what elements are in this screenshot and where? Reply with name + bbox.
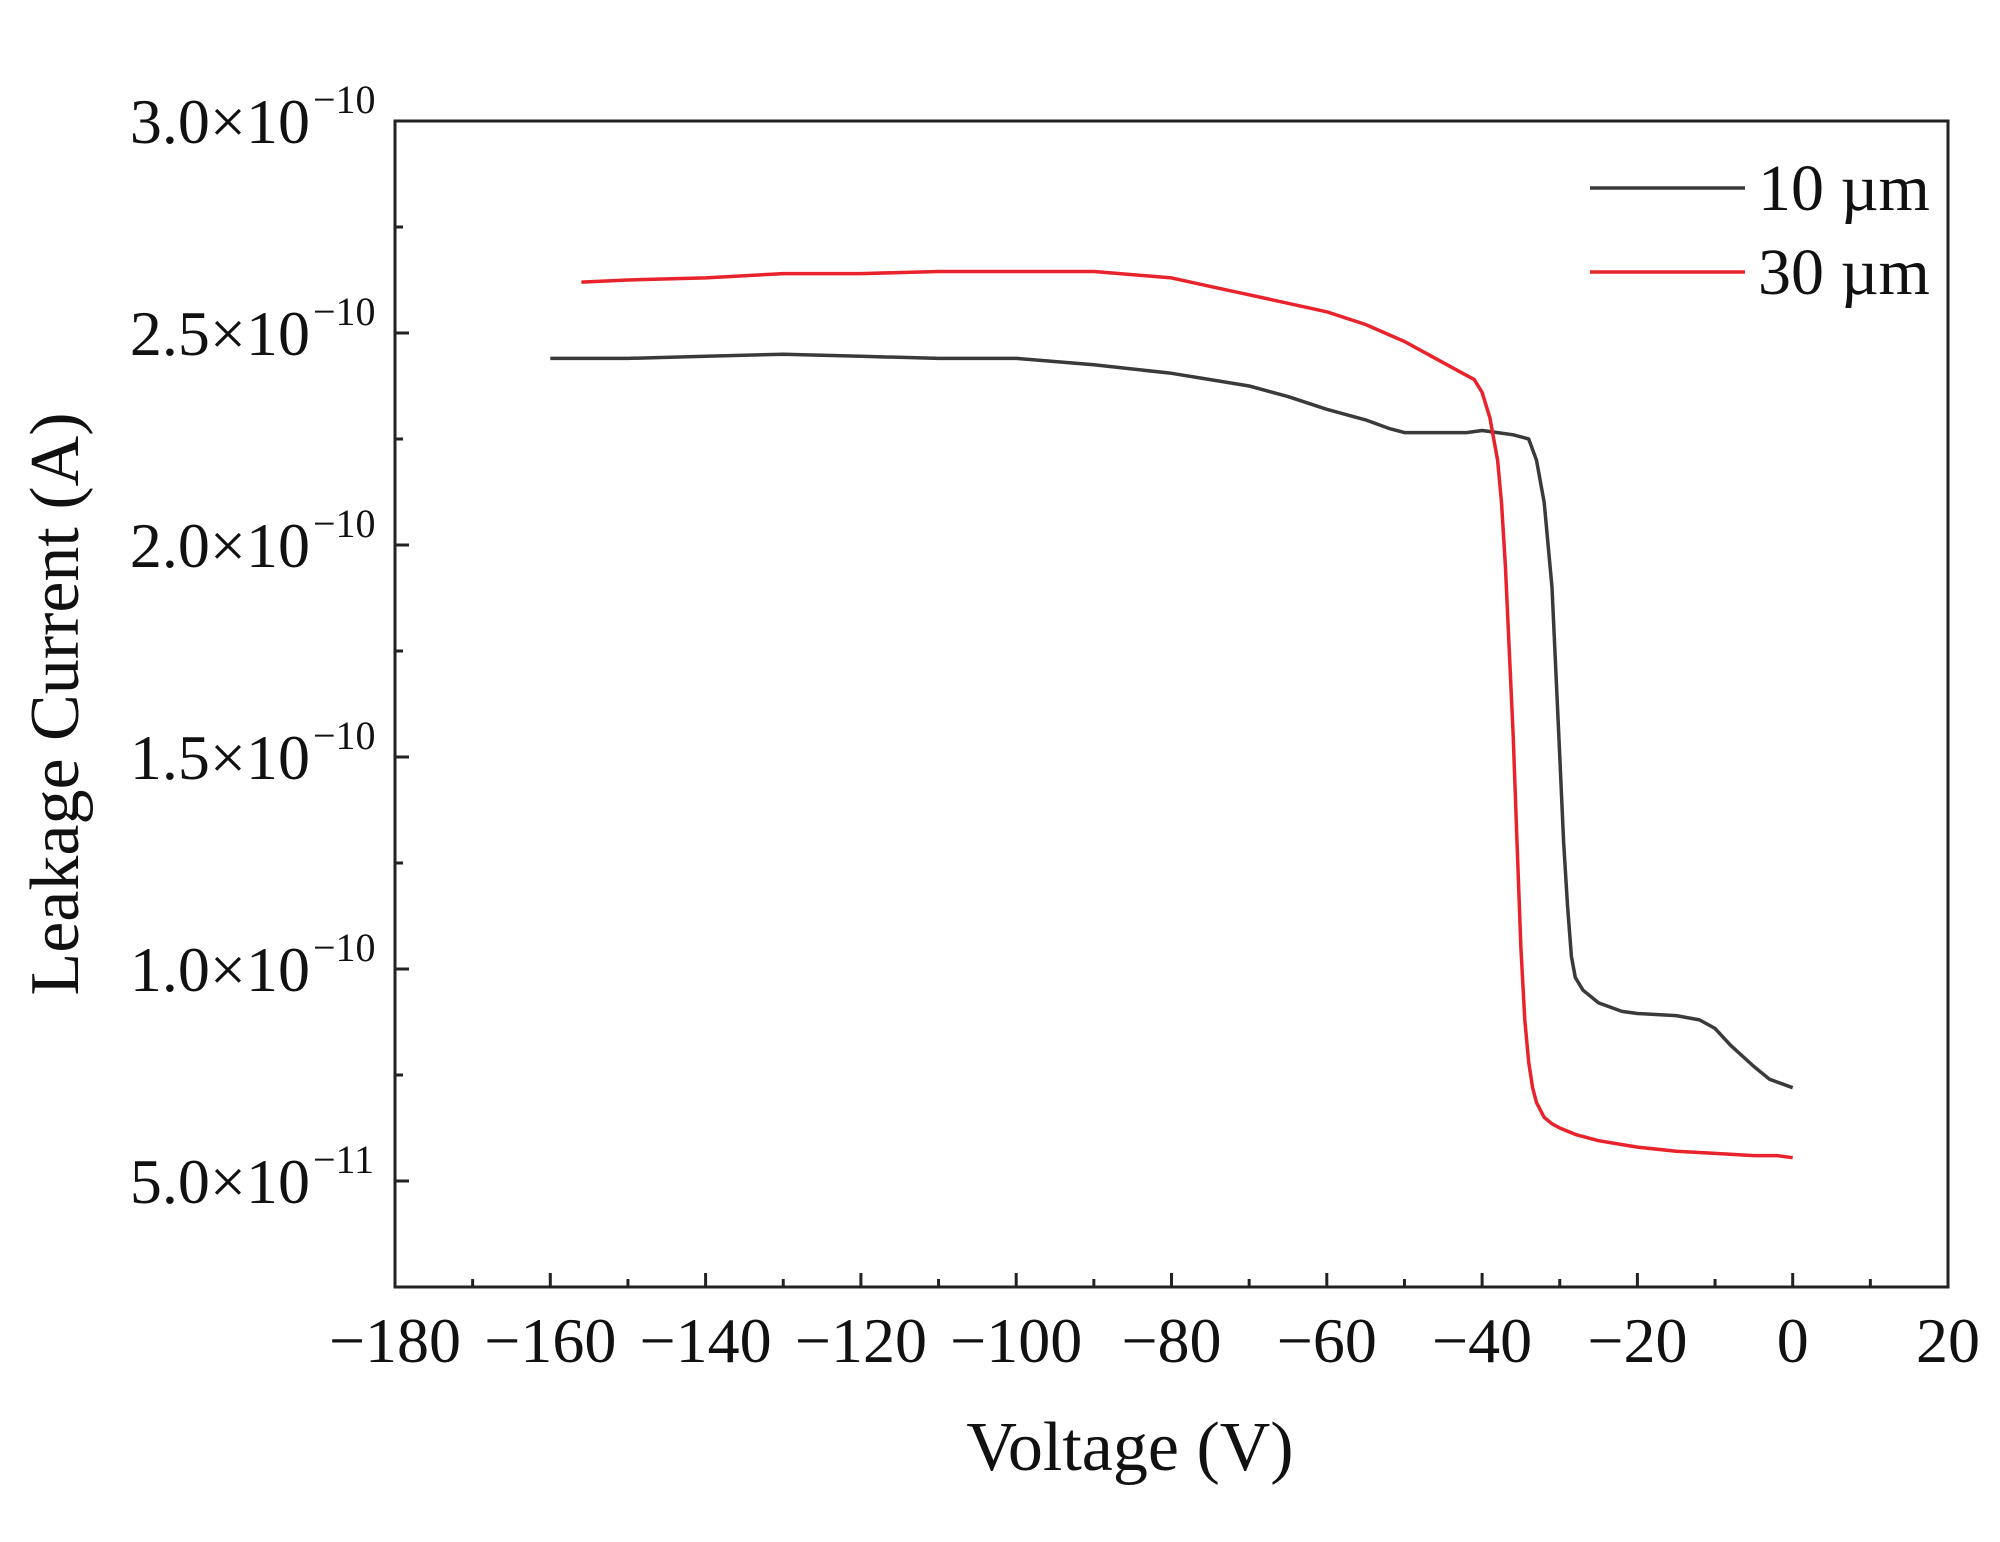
- x-axis-title: Voltage (V): [966, 1409, 1293, 1486]
- y-tick-label: 2.0×10: [130, 510, 310, 581]
- y-tick-exponent: −10: [313, 501, 376, 546]
- x-tick-label: −160: [484, 1305, 616, 1376]
- y-axis-title: Leakage Current (A): [17, 412, 94, 995]
- y-tick-exponent: −11: [313, 1137, 374, 1182]
- legend-label: 30 µm: [1758, 236, 1930, 309]
- x-tick-label: −100: [950, 1305, 1082, 1376]
- x-tick-label: −80: [1121, 1305, 1221, 1376]
- x-axis-ticks: −180 −160 −140 −120 −100 −80 −60 −40 −20 0 20: [329, 1273, 1980, 1376]
- x-tick-label: −180: [329, 1305, 461, 1376]
- x-tick-label: −60: [1277, 1305, 1377, 1376]
- y-tick-label: 2.5×10: [130, 298, 310, 369]
- legend: 10 µm 30 µm: [1590, 152, 1930, 309]
- plot-area-frame: [393, 119, 1950, 1289]
- x-tick-label: −120: [795, 1305, 927, 1376]
- y-tick-exponent: −10: [313, 925, 376, 970]
- series-layer: [550, 269, 1794, 1160]
- x-tick-label: −140: [640, 1305, 772, 1376]
- y-axis-ticks: 5.0×10 −111.0×10 −101.5×10 −102.0×10 −102.5×…: [130, 77, 409, 1289]
- y-tick-exponent: −10: [313, 77, 376, 122]
- x-tick-label: 0: [1777, 1305, 1809, 1376]
- x-tick-label: −40: [1432, 1305, 1532, 1376]
- y-tick-label: 1.5×10: [130, 722, 310, 793]
- y-tick-label: 3.0×10: [130, 86, 310, 157]
- legend-label: 10 µm: [1758, 152, 1930, 225]
- y-tick-label: 5.0×10: [130, 1146, 310, 1217]
- y-tick-exponent: −10: [313, 289, 376, 334]
- series-line-10um: [550, 352, 1794, 1090]
- series-line-30um: [581, 269, 1793, 1160]
- y-tick-exponent: −10: [313, 713, 376, 758]
- y-tick-label: 1.0×10: [130, 934, 310, 1005]
- x-tick-label: 20: [1916, 1305, 1980, 1376]
- x-tick-label: −20: [1587, 1305, 1687, 1376]
